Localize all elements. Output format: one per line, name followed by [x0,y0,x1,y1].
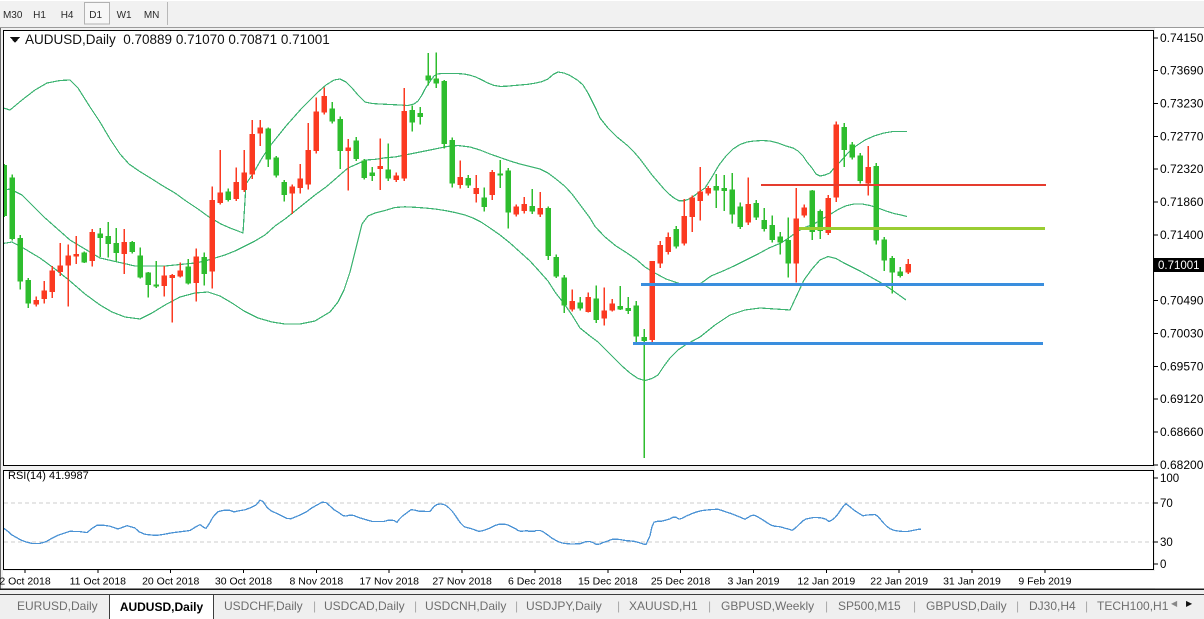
svg-text:MN: MN [144,10,160,21]
svg-text:H4: H4 [61,10,74,21]
svg-text:AUDUSD,Daily 0.70889 0.71070: AUDUSD,Daily 0.70889 0.71070 0.70871 0.7… [25,32,330,47]
svg-text:0.73690: 0.73690 [1160,64,1204,78]
svg-text:D1: D1 [89,10,102,21]
svg-text:0.72770: 0.72770 [1160,129,1204,143]
svg-text:0.68660: 0.68660 [1160,425,1204,439]
svg-text:0.70490: 0.70490 [1160,294,1204,308]
svg-text:25 Dec 2018: 25 Dec 2018 [651,576,711,588]
svg-text:3 Jan 2019: 3 Jan 2019 [728,576,780,588]
svg-text:22 Jan 2019: 22 Jan 2019 [870,576,928,588]
svg-text:0.73230: 0.73230 [1160,97,1204,111]
svg-text:15 Dec 2018: 15 Dec 2018 [578,576,638,588]
svg-text:H1: H1 [33,10,46,21]
svg-text:0.71001: 0.71001 [1158,260,1200,272]
svg-text:0.71860: 0.71860 [1160,195,1204,209]
svg-text:W1: W1 [117,10,132,21]
svg-text:0.70030: 0.70030 [1160,327,1204,341]
svg-text:M30: M30 [3,10,23,21]
svg-text:12 Jan 2019: 12 Jan 2019 [797,576,855,588]
svg-text:0: 0 [1160,559,1166,571]
svg-text:30 Oct 2018: 30 Oct 2018 [215,576,272,588]
svg-text:0.69120: 0.69120 [1160,392,1204,406]
svg-text:8 Nov 2018: 8 Nov 2018 [290,576,344,588]
svg-text:6 Dec 2018: 6 Dec 2018 [508,576,562,588]
svg-text:9 Feb 2019: 9 Feb 2019 [1018,576,1071,588]
svg-text:0.69570: 0.69570 [1160,359,1204,373]
svg-text:27 Nov 2018: 27 Nov 2018 [432,576,492,588]
svg-text:100: 100 [1160,473,1179,485]
svg-text:0.68200: 0.68200 [1160,458,1204,472]
svg-text:17 Nov 2018: 17 Nov 2018 [359,576,419,588]
svg-text:30: 30 [1160,537,1173,549]
svg-text:20 Oct 2018: 20 Oct 2018 [142,576,199,588]
svg-text:0.74150: 0.74150 [1160,31,1204,45]
svg-text:31 Jan 2019: 31 Jan 2019 [943,576,1001,588]
svg-text:2 Oct 2018: 2 Oct 2018 [0,576,51,588]
svg-text:0.71400: 0.71400 [1160,228,1204,242]
svg-text:70: 70 [1160,498,1173,510]
svg-text:RSI(14) 41.9987: RSI(14) 41.9987 [8,470,89,482]
svg-text:11 Oct 2018: 11 Oct 2018 [70,576,127,588]
svg-text:0.72320: 0.72320 [1160,162,1204,176]
